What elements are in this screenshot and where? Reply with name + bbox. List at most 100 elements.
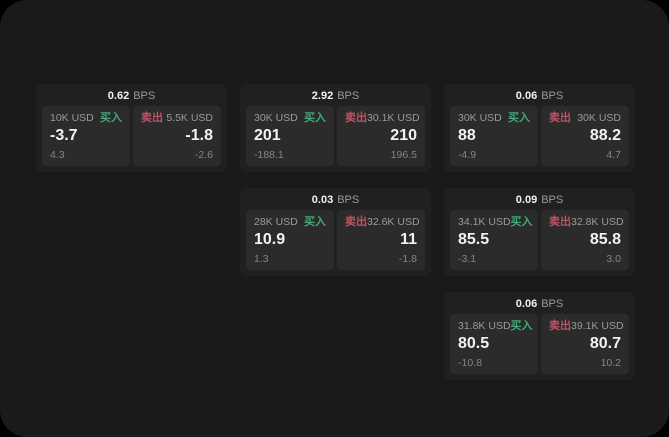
sell-sub-value: -1.8	[398, 252, 417, 265]
quote-card-1: 0.62 BPS 10K USD 买入 -3.7 4.3 卖出 5.5K USD…	[36, 84, 227, 172]
buy-price: 201	[254, 127, 281, 144]
buy-tile-top: 31.8K USD 买入	[458, 320, 533, 332]
sell-tile-top: 卖出 39.1K USD	[549, 320, 624, 332]
buy-side-label: 买入	[304, 216, 326, 228]
sell-tile[interactable]: 卖出 32.6K USD 11 -1.8	[337, 210, 425, 270]
sell-sub-value: 3.0	[606, 252, 621, 265]
sell-tile-top: 卖出 5.5K USD	[141, 113, 213, 124]
spread-value: 0.09	[515, 193, 538, 206]
quote-card-6: 0.06 BPS 31.8K USD 买入 80.5 -10.8 卖出 39.1…	[444, 292, 635, 380]
buy-size: 34.1K USD	[458, 216, 511, 228]
sell-side-label: 卖出	[549, 216, 571, 228]
sell-price: 210	[390, 127, 417, 144]
sell-tile[interactable]: 卖出 30K USD 88.2 4.7	[541, 106, 629, 166]
quote-panels: 30K USD 买入 201 -188.1 卖出 30.1K USD 210 1…	[240, 104, 431, 172]
buy-sub-value: -188.1	[254, 148, 284, 161]
buy-price: -3.7	[50, 127, 78, 144]
quote-card-5: 0.09 BPS 34.1K USD 买入 85.5 -3.1 卖出 32.8K…	[444, 188, 635, 276]
sell-size: 32.6K USD	[367, 216, 420, 228]
spread-unit: BPS	[541, 89, 564, 102]
sell-tile-top: 卖出 32.6K USD	[345, 216, 420, 228]
quote-card-4: 0.03 BPS 28K USD 买入 10.9 1.3 卖出 32.6K US…	[240, 188, 431, 276]
spread-value: 0.06	[515, 89, 538, 102]
buy-sub-value: -3.1	[458, 252, 477, 265]
sell-tile[interactable]: 卖出 32.8K USD 85.8 3.0	[541, 210, 629, 270]
buy-tile[interactable]: 30K USD 买入 201 -188.1	[246, 106, 334, 166]
sell-size: 5.5K USD	[166, 112, 213, 124]
buy-sub-value: -10.8	[458, 356, 482, 369]
buy-price: 88	[458, 127, 476, 144]
buy-side-label: 买入	[304, 112, 326, 124]
sell-tile[interactable]: 卖出 30.1K USD 210 196.5	[337, 106, 425, 166]
sell-tile-top: 卖出 32.8K USD	[549, 216, 624, 228]
sell-sub-value: 196.5	[390, 148, 417, 161]
sell-price: 85.8	[589, 231, 621, 248]
spread-header: 0.06 BPS	[444, 292, 635, 312]
sell-tile[interactable]: 卖出 5.5K USD -1.8 -2.6	[133, 106, 221, 166]
sell-sub-value: 10.2	[600, 356, 621, 369]
quote-card-2: 2.92 BPS 30K USD 买入 201 -188.1 卖出 30.1K …	[240, 84, 431, 172]
spread-value: 0.06	[515, 297, 538, 310]
spread-header: 0.06 BPS	[444, 84, 635, 104]
sell-size: 30K USD	[577, 112, 621, 124]
sell-size: 30.1K USD	[367, 112, 420, 124]
sell-side-label: 卖出	[345, 216, 367, 228]
sell-price: 11	[400, 231, 417, 248]
buy-side-label: 买入	[510, 216, 533, 228]
sell-price: 80.7	[589, 335, 621, 352]
spread-unit: BPS	[541, 297, 564, 310]
sell-sub-value: 4.7	[606, 148, 621, 161]
buy-tile-top: 34.1K USD 买入	[458, 216, 533, 228]
sell-tile-top: 卖出 30.1K USD	[345, 112, 420, 124]
sell-side-label: 卖出	[549, 320, 571, 332]
sell-tile-top: 卖出 30K USD	[549, 113, 621, 124]
quote-panels: 34.1K USD 买入 85.5 -3.1 卖出 32.8K USD 85.8…	[444, 208, 635, 276]
buy-tile[interactable]: 28K USD 买入 10.9 1.3	[246, 210, 334, 270]
buy-sub-value: -4.9	[458, 148, 477, 161]
sell-side-label: 卖出	[141, 112, 163, 124]
sell-price: -1.8	[185, 127, 213, 144]
quote-panels: 10K USD 买入 -3.7 4.3 卖出 5.5K USD -1.8 -2.…	[36, 104, 227, 172]
spread-unit: BPS	[133, 89, 156, 102]
spread-header: 0.62 BPS	[36, 84, 227, 104]
sell-size: 32.8K USD	[571, 216, 624, 228]
quote-panels: 31.8K USD 买入 80.5 -10.8 卖出 39.1K USD 80.…	[444, 312, 635, 380]
buy-sub-value: 1.3	[254, 252, 269, 265]
spread-header: 0.09 BPS	[444, 188, 635, 208]
buy-size: 28K USD	[254, 216, 298, 228]
buy-side-label: 买入	[510, 320, 533, 332]
buy-side-label: 买入	[100, 112, 122, 124]
spread-header: 0.03 BPS	[240, 188, 431, 208]
buy-tile[interactable]: 30K USD 买入 88 -4.9	[450, 106, 538, 166]
buy-price: 85.5	[458, 231, 490, 248]
buy-tile-top: 30K USD 买入	[254, 113, 326, 124]
quote-card-3: 0.06 BPS 30K USD 买入 88 -4.9 卖出 30K USD 8…	[444, 84, 635, 172]
spread-value: 0.03	[311, 193, 334, 206]
buy-size: 10K USD	[50, 112, 94, 124]
buy-tile-top: 30K USD 买入	[458, 113, 530, 124]
buy-price: 10.9	[254, 231, 286, 248]
sell-size: 39.1K USD	[571, 320, 624, 332]
buy-tile[interactable]: 34.1K USD 买入 85.5 -3.1	[450, 210, 538, 270]
buy-tile-top: 10K USD 买入	[50, 113, 122, 124]
quote-panels: 28K USD 买入 10.9 1.3 卖出 32.6K USD 11 -1.8	[240, 208, 431, 276]
sell-side-label: 卖出	[345, 112, 367, 124]
buy-tile[interactable]: 31.8K USD 买入 80.5 -10.8	[450, 314, 538, 374]
spread-value: 2.92	[311, 89, 334, 102]
sell-side-label: 卖出	[549, 112, 571, 124]
spread-header: 2.92 BPS	[240, 84, 431, 104]
sell-tile[interactable]: 卖出 39.1K USD 80.7 10.2	[541, 314, 629, 374]
buy-price: 80.5	[458, 335, 490, 352]
spread-unit: BPS	[541, 193, 564, 206]
sell-sub-value: -2.6	[194, 148, 213, 161]
buy-tile-top: 28K USD 买入	[254, 217, 326, 228]
spread-unit: BPS	[337, 193, 360, 206]
buy-tile[interactable]: 10K USD 买入 -3.7 4.3	[42, 106, 130, 166]
buy-size: 31.8K USD	[458, 320, 511, 332]
spread-unit: BPS	[337, 89, 360, 102]
buy-size: 30K USD	[254, 112, 298, 124]
sell-price: 88.2	[589, 127, 621, 144]
quote-panels: 30K USD 买入 88 -4.9 卖出 30K USD 88.2 4.7	[444, 104, 635, 172]
buy-side-label: 买入	[508, 112, 530, 124]
